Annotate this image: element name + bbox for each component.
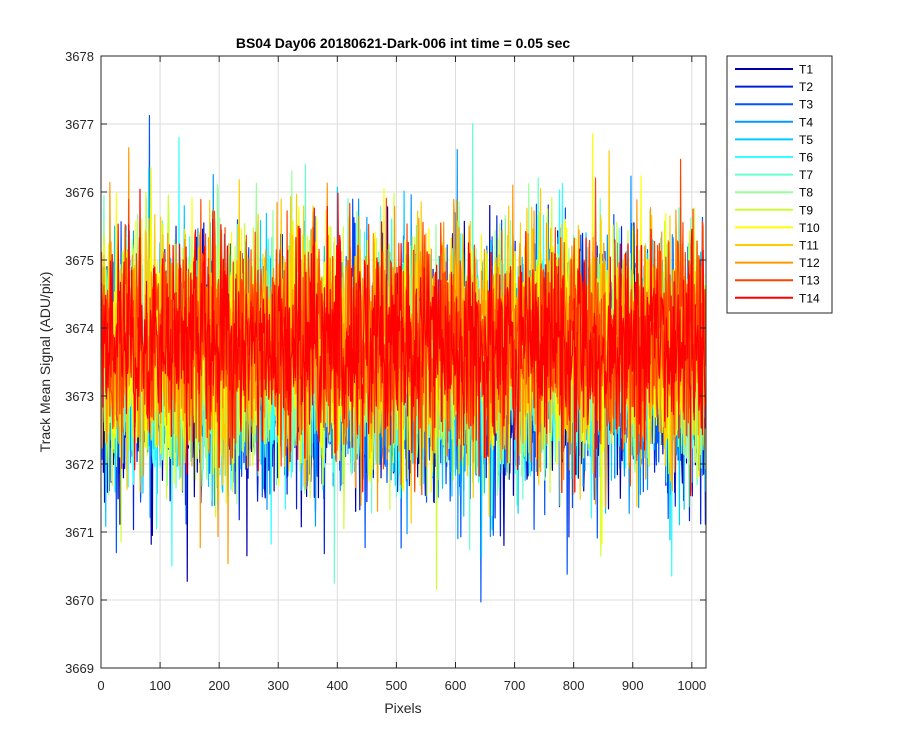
x-tick-label: 600 xyxy=(445,678,467,693)
x-tick-label: 0 xyxy=(97,678,104,693)
legend-label-t9: T9 xyxy=(799,203,813,217)
legend-label-t11: T11 xyxy=(799,239,819,253)
legend-label-t14: T14 xyxy=(799,291,820,305)
y-tick-label: 3670 xyxy=(65,593,94,608)
x-tick-label: 100 xyxy=(149,678,171,693)
legend-label-t5: T5 xyxy=(799,133,813,147)
y-tick-label: 3672 xyxy=(65,457,94,472)
legend: T1 T2 T3 T4 T5 T6 T7 T8 T9 T10 T11 T12 T13 T14 xyxy=(726,55,833,314)
x-tick-label: 900 xyxy=(622,678,644,693)
chart-title: BS04 Day06 20180621-Dark-006 int time = … xyxy=(236,35,570,51)
series-layer xyxy=(101,114,706,603)
series-line-t13 xyxy=(101,158,706,496)
x-axis-title: Pixels xyxy=(384,700,421,716)
y-tick-label: 3673 xyxy=(65,389,94,404)
axis-layer: 0 100 200 300 400 500 600 700 800 900 1000 3669 3670… xyxy=(65,49,706,693)
y-tick-label: 3674 xyxy=(65,321,94,336)
y-tick-label: 3678 xyxy=(65,49,94,64)
y-tick-label: 3676 xyxy=(65,185,94,200)
legend-label-t4: T4 xyxy=(799,115,813,129)
series-line-t14 xyxy=(101,188,706,497)
legend-label-t10: T10 xyxy=(799,221,820,235)
legend-label-t12: T12 xyxy=(799,256,820,270)
y-axis-title: Track Mean Signal (ADU/pix) xyxy=(37,272,53,453)
y-tick-label: 3677 xyxy=(65,117,94,132)
x-tick-label: 400 xyxy=(326,678,348,693)
y-tick-label: 3669 xyxy=(65,661,94,676)
legend-label-t6: T6 xyxy=(799,151,813,165)
x-tick-label: 500 xyxy=(386,678,408,693)
x-tick-label: 700 xyxy=(504,678,526,693)
y-tick-label: 3671 xyxy=(65,525,94,540)
y-tick-label: 3675 xyxy=(65,253,94,268)
legend-label-t2: T2 xyxy=(799,80,813,94)
legend-label-t3: T3 xyxy=(799,98,813,112)
legend-label-t8: T8 xyxy=(799,186,813,200)
plot-area-frame xyxy=(100,55,707,669)
x-tick-label: 300 xyxy=(267,678,289,693)
legend-label-t7: T7 xyxy=(799,168,813,182)
legend-label-t13: T13 xyxy=(799,274,820,288)
x-tick-label: 1000 xyxy=(677,678,706,693)
x-tick-label: 200 xyxy=(208,678,230,693)
legend-box xyxy=(726,55,833,314)
x-tick-label: 800 xyxy=(563,678,585,693)
legend-label-t1: T1 xyxy=(799,63,813,77)
